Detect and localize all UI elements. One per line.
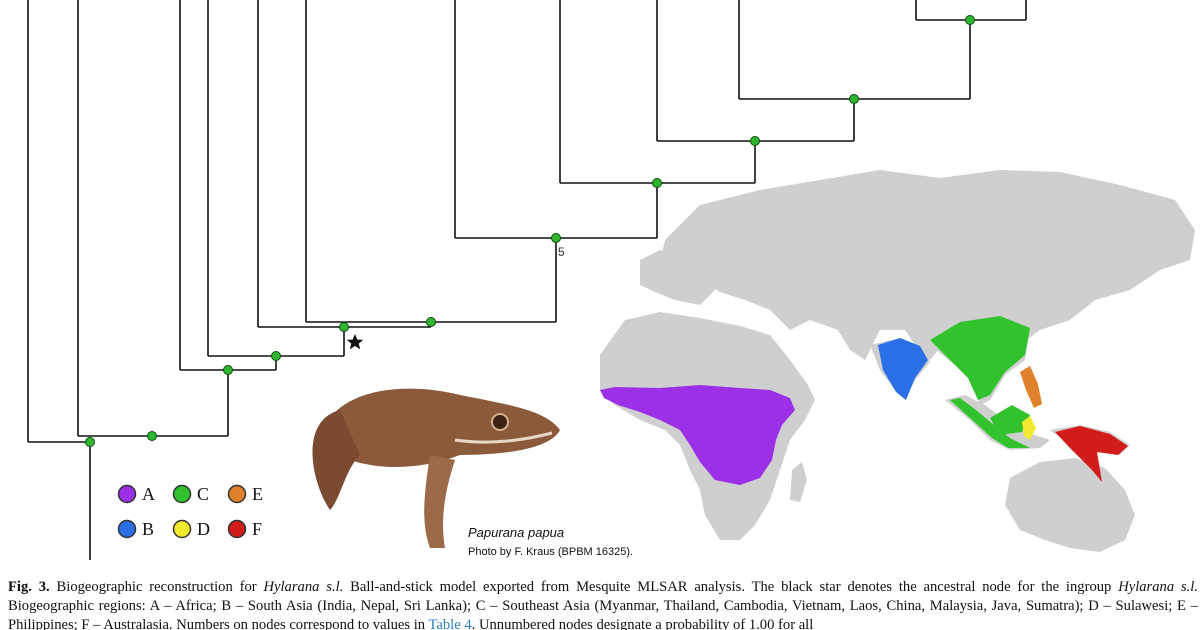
ingroup-ancestor-star-icon: [346, 334, 364, 350]
map-region-b-south-asia: [878, 338, 928, 400]
node-label: 5: [558, 245, 565, 259]
tree-node: [849, 94, 859, 104]
legend-swatch-e: [227, 484, 247, 504]
frog-photo: Papurana papua Photo by F. Kraus (BPBM 1…: [312, 388, 633, 558]
legend-swatch-a: [117, 484, 137, 504]
tree-node: [551, 233, 561, 243]
map-land-madagascar: [790, 462, 807, 502]
caption-label: Fig. 3.: [8, 579, 50, 595]
tree-node: [750, 136, 760, 146]
legend-swatch-b: [117, 519, 137, 539]
map-land-europe-west: [640, 250, 715, 305]
map-region-c-sundaland: [950, 398, 1030, 448]
caption-taxon: Hylarana s.l.: [1118, 579, 1198, 595]
tree-node: [223, 365, 233, 375]
map-region-e-philippines: [1020, 366, 1042, 408]
map-region-c-se-asia: [930, 316, 1030, 400]
photo-caption-species: Papurana papua: [468, 525, 564, 540]
legend-label-c: C: [197, 484, 209, 504]
legend-label-e: E: [252, 484, 263, 504]
figure-caption: Fig. 3. Biogeographic reconstruction for…: [8, 578, 1198, 630]
map-land-eurasia: [660, 170, 1195, 360]
tree-nodes: [85, 15, 975, 447]
map-region-f-australasia: [1055, 426, 1128, 482]
phylogenetic-tree: [27, 0, 1027, 560]
tree-node: [85, 437, 95, 447]
caption-text: Biogeographic reconstruction for: [56, 579, 257, 595]
frog-back-leg: [312, 410, 360, 510]
photo-caption-credit: Photo by F. Kraus (BPBM 16325).: [468, 546, 633, 558]
tree-node: [147, 431, 157, 441]
table-reference-link[interactable]: Table 4: [428, 617, 472, 630]
caption-text: Biogeographic regions: A – Africa; B – S…: [8, 598, 1198, 630]
frog-lip-stripe: [454, 431, 553, 444]
tree-node: [271, 351, 281, 361]
map-region-d-sulawesi: [1022, 416, 1036, 440]
frog-front-leg: [424, 455, 455, 548]
legend-label-b: B: [142, 519, 154, 539]
caption-taxon: Hylarana s.l.: [263, 579, 344, 595]
caption-text: Ball-and-stick model exported from Mesqu…: [350, 579, 1112, 595]
tree-node: [339, 322, 349, 332]
legend-swatch-f: [227, 519, 247, 539]
region-legend: A C E B D F: [117, 484, 263, 539]
phylogeny-figure: Papurana papua Photo by F. Kraus (BPBM 1…: [27, 0, 1195, 560]
tree-node: [426, 317, 436, 327]
map-region-c-borneo: [990, 405, 1030, 435]
frog-eye: [491, 413, 509, 431]
caption-text: . Unnumbered nodes designate a probabili…: [471, 617, 814, 630]
legend-swatch-d: [172, 519, 192, 539]
map-land-japan: [1075, 268, 1098, 305]
legend-label-f: F: [252, 519, 262, 539]
map-land-australia: [1005, 458, 1135, 552]
map-region-a-africa: [600, 385, 795, 485]
legend-swatch-c: [172, 484, 192, 504]
legend-label-d: D: [197, 519, 210, 539]
tree-node: [965, 15, 975, 25]
frog-body: [320, 388, 560, 467]
tree-node: [652, 178, 662, 188]
world-map: [600, 170, 1195, 552]
legend-label-a: A: [142, 484, 155, 504]
